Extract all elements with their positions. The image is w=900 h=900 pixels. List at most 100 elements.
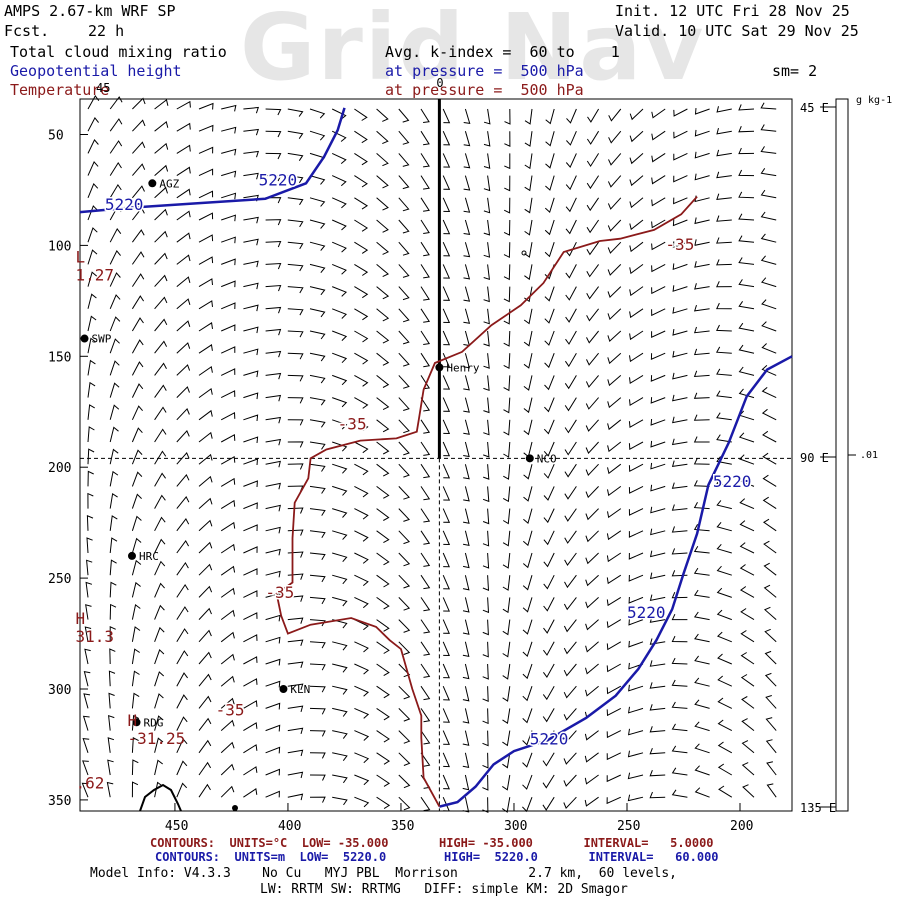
wind-barb — [220, 675, 235, 687]
wind-barb — [585, 441, 599, 455]
wind-barb — [132, 141, 146, 154]
wind-barb — [650, 440, 666, 448]
wind-barb — [563, 663, 577, 677]
wind-barb — [309, 730, 326, 737]
wind-barb — [332, 397, 348, 408]
wind-barb — [442, 686, 450, 701]
wind-barb — [739, 564, 755, 576]
wind-barb — [176, 583, 189, 598]
wind-barb — [154, 472, 167, 487]
init-time: Init. 12 UTC Fri 28 Nov 25 — [615, 2, 850, 20]
wind-barb — [442, 574, 450, 590]
wind-barb — [765, 717, 777, 731]
wind-barb — [649, 572, 666, 580]
wind-barb — [176, 122, 191, 132]
wind-barb — [176, 650, 189, 665]
wind-barb — [766, 761, 777, 776]
wind-barb — [694, 699, 710, 709]
wind-barb — [87, 470, 94, 487]
wind-barb — [398, 619, 411, 633]
wind-barb — [109, 118, 123, 132]
height-contour-info: CONTOURS: UNITS=m LOW= 5220.0 HIGH= 5220… — [155, 850, 719, 864]
wind-barb — [420, 663, 431, 678]
wind-barb — [463, 264, 471, 280]
wind-barb — [462, 797, 470, 813]
wind-barb — [176, 364, 191, 376]
wind-barb — [739, 586, 755, 598]
wind-barb — [221, 104, 237, 112]
wind-barb — [398, 130, 410, 145]
wind-barb — [694, 217, 710, 225]
wind-barb — [176, 188, 191, 199]
wind-barb — [741, 718, 755, 731]
wind-barb — [543, 508, 555, 524]
terrain-dot — [232, 805, 238, 811]
wind-barb — [524, 175, 533, 192]
wind-barb — [287, 130, 304, 139]
wind-barb — [309, 130, 326, 141]
wind-barb — [542, 796, 555, 811]
wind-barb — [109, 648, 116, 665]
wind-barb — [198, 651, 212, 665]
wind-barb — [586, 286, 599, 300]
wind-barb — [442, 375, 451, 390]
wind-barb — [154, 560, 166, 576]
wind-barb — [586, 308, 599, 322]
wind-barb — [462, 663, 470, 680]
wind-barb — [738, 126, 755, 133]
wind-barb — [565, 153, 577, 169]
wind-barb — [502, 575, 511, 591]
x-tick-label: 250 — [617, 819, 640, 834]
cross-section-label: 0 — [436, 76, 443, 90]
wind-barb — [463, 131, 471, 147]
wind-barb — [198, 739, 212, 754]
wind-barb — [398, 286, 410, 301]
wind-barb — [738, 344, 755, 354]
wind-barb — [198, 124, 214, 132]
wind-barb — [764, 650, 777, 665]
wind-barb — [87, 249, 98, 265]
wind-barb — [741, 762, 755, 776]
wind-barb — [87, 492, 94, 509]
wind-barb — [287, 263, 304, 272]
wind-barb — [738, 213, 755, 221]
wind-barb — [154, 649, 165, 665]
wind-barb — [671, 592, 688, 599]
wind-barb — [81, 782, 89, 798]
wind-barb — [176, 100, 191, 110]
wind-barb — [332, 774, 348, 784]
wind-barb — [761, 321, 777, 332]
wind-barb — [627, 772, 644, 780]
wind-barb — [354, 552, 369, 564]
wind-barb — [354, 663, 370, 675]
wind-barb — [376, 486, 390, 499]
wind-barb — [109, 470, 119, 487]
wind-barb — [585, 663, 599, 675]
wind-barb — [220, 763, 235, 776]
wind-barb — [629, 330, 644, 341]
wind-barb — [176, 628, 189, 643]
wind-barb — [738, 388, 755, 399]
station-label: KLN — [290, 683, 310, 696]
wind-barb — [606, 685, 622, 695]
wind-barb — [131, 405, 143, 421]
wind-barb — [398, 641, 411, 655]
wind-barb — [154, 626, 165, 642]
wind-barb — [671, 657, 688, 665]
wind-barb — [107, 737, 115, 753]
wind-barb — [442, 708, 450, 723]
station-dot — [132, 718, 141, 727]
wind-barb — [693, 392, 710, 399]
wind-barb — [154, 406, 167, 421]
wind-barb — [108, 714, 115, 731]
temperature-contour-label: -35 — [665, 235, 694, 254]
station-dot — [279, 685, 288, 694]
wind-barb — [694, 173, 710, 181]
wind-barb — [265, 328, 282, 336]
wind-barb — [265, 504, 281, 512]
wind-barb — [398, 663, 411, 678]
wind-barb — [86, 537, 93, 554]
wind-barb — [332, 330, 348, 341]
wind-barb — [354, 330, 369, 343]
wind-barb — [442, 264, 451, 279]
